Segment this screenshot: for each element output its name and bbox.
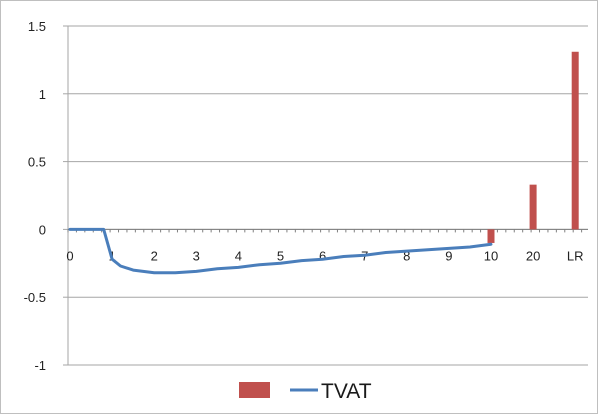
x-tick-label: 0 (66, 248, 73, 263)
x-tick-label: 5 (277, 248, 284, 263)
x-tick-label: 3 (193, 248, 200, 263)
x-tick-label: 20 (526, 248, 540, 263)
x-tick-label: 9 (445, 248, 452, 263)
x-tick-label: 4 (235, 248, 242, 263)
legend-bar-swatch (239, 382, 270, 398)
x-tick-label: 2 (151, 248, 158, 263)
line-series (68, 227, 493, 275)
bar-series (487, 51, 579, 243)
y-axis-tick-labels: 1.5 1 0.5 0 -0.5 -1 (24, 19, 46, 373)
y-tick-label: 1.5 (28, 19, 46, 34)
gridlines (63, 25, 588, 366)
x-axis (67, 228, 588, 233)
y-tick-label: 0.5 (28, 155, 46, 170)
y-tick-label: 1 (39, 87, 46, 102)
x-tick-label: 8 (403, 248, 410, 263)
y-tick-label: 0 (39, 222, 46, 237)
x-tick-label: 6 (319, 248, 326, 263)
bar (487, 229, 495, 243)
tvat-line (68, 227, 493, 275)
legend: TVAT (239, 380, 372, 403)
bar (571, 51, 579, 230)
x-axis-tick-labels: 0 1 2 3 4 5 6 7 8 9 10 20 LR (66, 248, 583, 263)
x-tick-label: LR (567, 248, 584, 263)
legend-label-tvat: TVAT (321, 380, 372, 403)
bar (529, 184, 537, 230)
x-tick-label: 10 (484, 248, 498, 263)
y-tick-label: -0.5 (24, 290, 46, 305)
y-tick-label: -1 (34, 358, 46, 373)
